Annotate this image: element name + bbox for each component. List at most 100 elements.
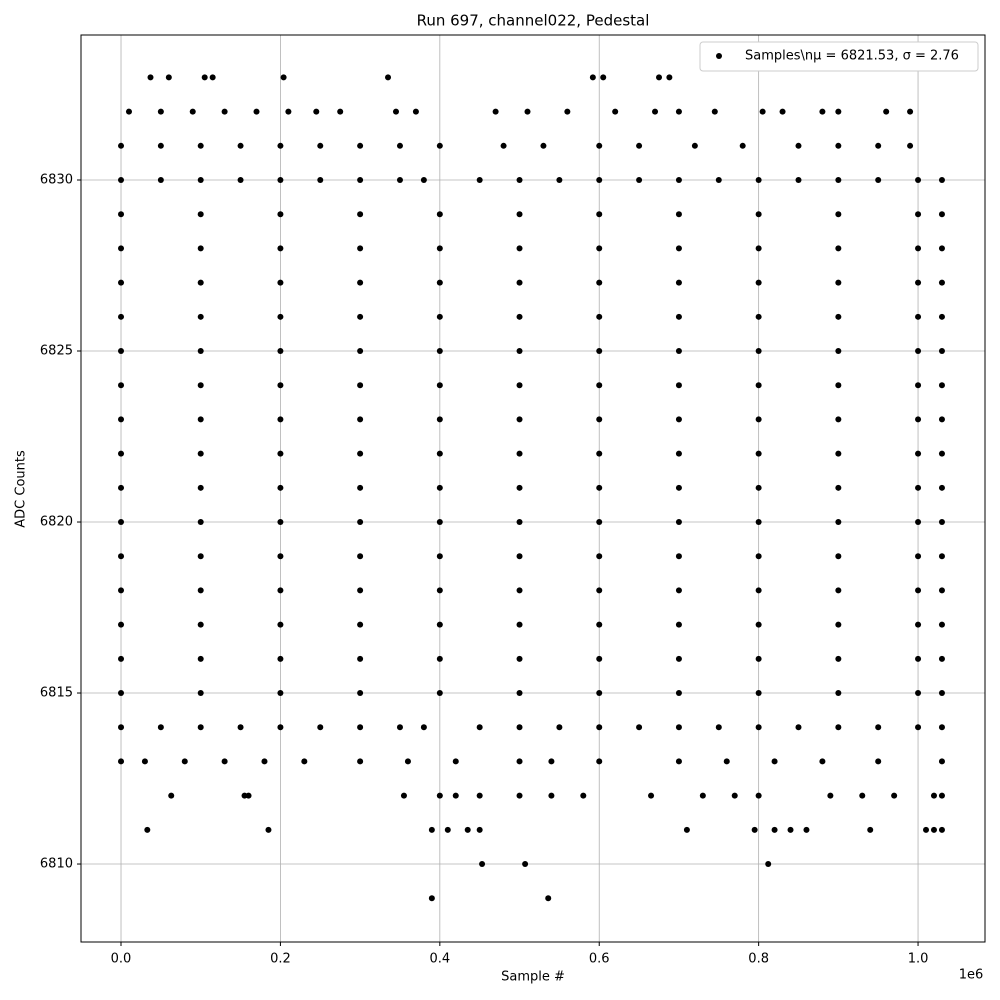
point	[891, 792, 898, 799]
point	[277, 690, 284, 697]
point	[938, 792, 945, 799]
point	[197, 416, 204, 423]
point	[420, 177, 427, 184]
point	[755, 177, 762, 184]
point	[479, 861, 486, 868]
point	[197, 211, 204, 218]
point	[436, 142, 443, 149]
point	[277, 211, 284, 218]
point	[118, 177, 125, 184]
point	[545, 895, 552, 902]
point	[357, 484, 364, 491]
point	[907, 142, 914, 149]
point	[436, 519, 443, 526]
point	[436, 450, 443, 457]
point	[675, 621, 682, 628]
point	[636, 142, 643, 149]
point	[675, 587, 682, 594]
point	[516, 177, 523, 184]
point	[835, 416, 842, 423]
point	[516, 621, 523, 628]
point	[144, 826, 151, 833]
point	[675, 108, 682, 115]
point	[835, 348, 842, 355]
x-axis-label: Sample #	[501, 970, 565, 985]
point	[428, 826, 435, 833]
point	[436, 245, 443, 252]
point	[915, 245, 922, 252]
point	[189, 108, 196, 115]
point	[197, 382, 204, 389]
point	[765, 861, 772, 868]
point	[755, 621, 762, 628]
point	[221, 108, 228, 115]
point	[516, 279, 523, 286]
point	[118, 690, 125, 697]
point	[675, 690, 682, 697]
point	[357, 450, 364, 457]
points	[118, 74, 945, 902]
point	[755, 553, 762, 560]
point	[277, 245, 284, 252]
point	[357, 279, 364, 286]
point	[656, 74, 663, 81]
plot-frame	[80, 34, 986, 943]
point	[938, 450, 945, 457]
point	[779, 108, 786, 115]
point	[357, 758, 364, 765]
point	[476, 792, 483, 799]
point	[835, 142, 842, 149]
point	[357, 245, 364, 252]
point	[237, 724, 244, 731]
point	[357, 348, 364, 355]
point	[197, 245, 204, 252]
point	[524, 108, 531, 115]
point	[118, 279, 125, 286]
point	[755, 382, 762, 389]
point	[118, 211, 125, 218]
point	[516, 724, 523, 731]
point	[277, 177, 284, 184]
point	[612, 108, 619, 115]
point	[938, 519, 945, 526]
point	[907, 108, 914, 115]
point	[197, 621, 204, 628]
point	[755, 416, 762, 423]
point	[675, 519, 682, 526]
x-tick-label: 1.0	[908, 952, 929, 967]
point	[209, 74, 216, 81]
point	[436, 553, 443, 560]
point	[277, 416, 284, 423]
point	[436, 792, 443, 799]
point	[253, 108, 260, 115]
point	[436, 587, 443, 594]
point	[516, 245, 523, 252]
point	[357, 211, 364, 218]
point	[795, 724, 802, 731]
point	[755, 484, 762, 491]
point	[277, 587, 284, 594]
point	[118, 450, 125, 457]
point	[739, 142, 746, 149]
chart-title: Run 697, channel022, Pedestal	[417, 12, 650, 30]
point	[755, 211, 762, 218]
point	[787, 826, 794, 833]
point	[636, 724, 643, 731]
point	[118, 142, 125, 149]
point	[516, 587, 523, 594]
point	[436, 484, 443, 491]
point	[835, 177, 842, 184]
point	[859, 792, 866, 799]
point	[118, 313, 125, 320]
point	[385, 74, 392, 81]
point	[835, 245, 842, 252]
x-tick-label: 0.2	[270, 952, 291, 967]
point	[596, 211, 603, 218]
point	[652, 108, 659, 115]
point	[915, 587, 922, 594]
point	[277, 519, 284, 526]
point	[938, 724, 945, 731]
point	[245, 792, 252, 799]
point	[835, 655, 842, 662]
